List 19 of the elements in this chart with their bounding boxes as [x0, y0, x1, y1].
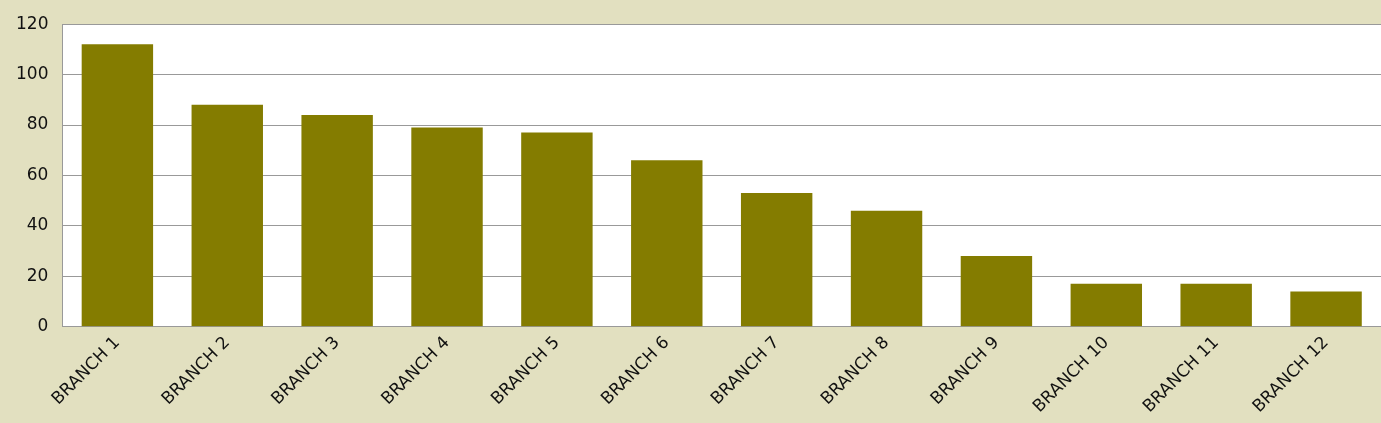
- y-tick-label: 20: [26, 264, 49, 285]
- bar: [411, 127, 483, 327]
- y-tick-label: 0: [37, 315, 49, 336]
- bar: [960, 256, 1033, 327]
- bar: [1290, 291, 1362, 327]
- bar: [1070, 283, 1143, 327]
- bar: [850, 210, 923, 327]
- y-tick-label: 60: [26, 163, 49, 184]
- bar: [81, 44, 154, 327]
- bar: [521, 132, 593, 327]
- y-tick-label: 40: [26, 214, 49, 235]
- bar: [740, 193, 813, 327]
- y-tick-label: 120: [15, 12, 49, 33]
- y-tick-label: 100: [15, 63, 49, 84]
- bar: [631, 160, 703, 327]
- bar: [301, 114, 373, 327]
- y-tick-label: 80: [26, 113, 49, 134]
- bar: [1180, 283, 1252, 327]
- bar: [191, 104, 263, 327]
